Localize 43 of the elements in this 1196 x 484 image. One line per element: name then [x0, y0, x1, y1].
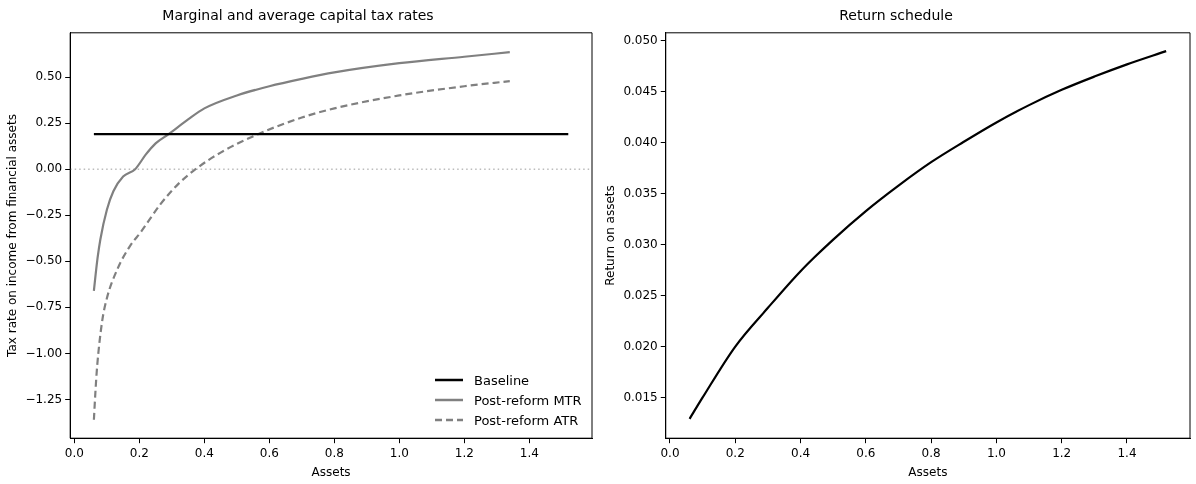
x-tick-label: 0.4 [791, 445, 811, 460]
y-axis-title: Return on assets [603, 185, 618, 286]
y-tick-label: −0.75 [25, 299, 63, 314]
y-tick-label: 0.035 [623, 185, 658, 200]
y-tick-label: 0.050 [623, 33, 658, 48]
x-tick-label: 1.2 [1052, 445, 1072, 460]
line-series [688, 50, 1168, 420]
x-tick-label: 0.0 [660, 445, 680, 460]
y-tick-label: 0.040 [623, 134, 658, 149]
y-tick-label: 0.015 [623, 389, 658, 404]
y-tick-label: 0.50 [35, 69, 63, 84]
y-axis-title: Tax rate on income from financial assets [5, 114, 20, 358]
x-tick-label: 0.4 [194, 445, 214, 460]
line-series [92, 51, 511, 292]
x-tick-label: 1.0 [986, 445, 1006, 460]
y-tick-label: 0.025 [623, 287, 658, 302]
x-tick-label: 0.2 [725, 445, 745, 460]
legend-label: Baseline [474, 372, 530, 388]
legend-label: Post-reform MTR [474, 392, 582, 408]
x-axis-title: Assets [908, 464, 948, 479]
x-tick-label: 0.0 [64, 445, 84, 460]
y-tick-label: 0.045 [623, 84, 658, 98]
legend-label: Post-reform ATR [474, 412, 579, 428]
x-tick-label: 0.2 [129, 445, 149, 460]
y-tick-label: 0.020 [623, 338, 658, 353]
y-tick-label: 0.030 [623, 236, 658, 251]
x-tick-label: 0.6 [856, 445, 876, 460]
y-tick-label: −0.50 [25, 253, 63, 268]
x-tick-label: 0.8 [921, 445, 941, 460]
x-axis-title: Assets [311, 464, 351, 479]
x-tick-label: 0.6 [259, 445, 279, 460]
y-tick-label: −1.00 [25, 345, 63, 360]
x-tick-label: 1.0 [389, 445, 409, 460]
x-tick-label: 1.4 [1117, 445, 1137, 460]
y-tick-label: 0.25 [35, 115, 63, 130]
x-tick-label: 1.2 [454, 445, 474, 460]
chart-title: Return schedule [839, 7, 953, 24]
chart-title: Marginal and average capital tax rates [162, 7, 434, 24]
x-tick-label: 1.4 [519, 445, 539, 460]
y-tick-label: −0.25 [25, 207, 63, 222]
y-tick-label: −1.25 [25, 391, 63, 406]
x-tick-label: 0.8 [324, 445, 344, 460]
y-tick-label: 0.00 [35, 161, 63, 176]
